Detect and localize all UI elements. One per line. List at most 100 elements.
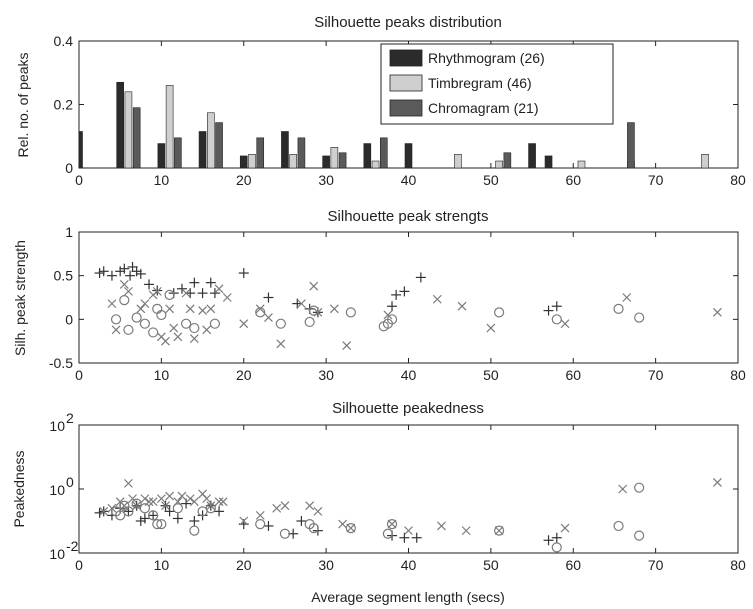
bar — [503, 152, 512, 169]
x-marker — [140, 299, 150, 309]
bar — [239, 155, 248, 169]
x-ticks: 0 10 20 30 40 50 60 70 80 — [75, 232, 746, 383]
circle-marker — [152, 519, 163, 530]
circle-marker — [189, 322, 200, 334]
bar — [454, 154, 462, 169]
y-tick-label: 10 — [49, 482, 65, 498]
x-marker — [156, 332, 166, 342]
x-marker — [255, 304, 265, 314]
circle-marker — [634, 482, 645, 493]
x-marker — [119, 279, 129, 289]
bar — [165, 85, 174, 169]
y-tick-label: 10 — [49, 418, 65, 434]
x-marker — [198, 489, 207, 499]
x-axis-label: Average segment length (secs) — [311, 589, 505, 605]
y-ticks: 0 0.2 0.4 — [54, 33, 738, 176]
x-marker — [305, 501, 315, 511]
y-tick-label: 0 — [65, 160, 73, 176]
x-marker — [296, 299, 306, 309]
bar — [322, 155, 330, 169]
x-marker — [111, 325, 121, 335]
x-marker — [177, 491, 187, 501]
y-tick-label: 1 — [65, 224, 73, 240]
x-marker — [161, 501, 170, 511]
circle-marker — [255, 519, 266, 530]
x-marker — [124, 286, 133, 296]
circle-marker — [131, 312, 142, 323]
x-marker — [202, 325, 212, 335]
x-marker — [136, 304, 146, 314]
x-marker — [276, 339, 286, 349]
x-marker — [115, 497, 125, 507]
x-marker — [222, 293, 232, 302]
x-marker — [486, 323, 496, 333]
bar — [157, 143, 166, 169]
bar — [132, 107, 141, 169]
x-marker — [198, 306, 207, 316]
x-marker — [280, 501, 290, 511]
bar — [206, 112, 215, 169]
bar — [404, 143, 413, 169]
circle-marker — [308, 522, 319, 534]
circle-marker — [123, 506, 134, 517]
scatter-points — [94, 478, 722, 553]
y-tick-exponent: -2 — [66, 538, 79, 554]
x-marker — [206, 501, 216, 511]
bar — [78, 131, 83, 169]
x-marker — [128, 494, 137, 504]
x-tick-label: 0 — [75, 557, 83, 573]
x-tick-label: 70 — [648, 172, 664, 188]
x-marker — [124, 478, 133, 488]
y-tick-label: 0.2 — [54, 97, 74, 113]
circle-marker — [172, 503, 183, 514]
circle-marker — [275, 318, 286, 329]
plot-frame — [78, 231, 739, 364]
bar — [330, 147, 339, 169]
legend-swatch-rhythmogram — [389, 49, 423, 67]
bar — [297, 137, 306, 169]
circle-marker — [551, 542, 562, 553]
circle-marker — [255, 307, 266, 318]
y-tick-label: 0.4 — [54, 33, 74, 49]
circle-marker — [551, 314, 562, 325]
circle-marker — [613, 520, 624, 532]
x-marker — [165, 491, 175, 501]
x-marker — [132, 501, 142, 511]
circle-marker — [494, 525, 505, 536]
legend-swatch-timbregram — [389, 74, 423, 92]
circle-marker — [209, 318, 221, 329]
bar — [528, 143, 536, 169]
x-marker — [432, 294, 442, 304]
circle-marker — [386, 314, 398, 325]
circle-marker — [308, 305, 319, 316]
bar — [701, 154, 709, 169]
bars — [78, 81, 709, 169]
x-marker — [173, 332, 183, 342]
x-marker — [214, 284, 224, 294]
scatter-points — [94, 261, 722, 350]
y-axis-label: Peakedness — [11, 450, 27, 527]
x-marker — [712, 478, 722, 487]
circle-marker — [189, 525, 200, 536]
x-ticks: 0 10 20 30 40 50 60 70 80 — [75, 425, 746, 573]
bar — [338, 152, 347, 169]
y-axis-label: Silh. peak strength — [12, 240, 28, 356]
bar — [281, 131, 289, 169]
y-ticks: -0.5 0 0.5 1 — [49, 224, 738, 371]
x-marker — [99, 506, 109, 516]
bar — [248, 154, 256, 169]
y-axis-label: Rel. no. of peaks — [15, 52, 31, 157]
y-tick-exponent: 0 — [66, 474, 74, 490]
x-tick-label: 40 — [401, 172, 417, 188]
x-tick-label: 80 — [730, 172, 746, 188]
x-marker — [618, 484, 628, 494]
y-tick-exponent: 2 — [66, 410, 74, 426]
x-tick-label: 30 — [318, 367, 334, 383]
x-marker — [181, 288, 191, 298]
bar — [174, 137, 182, 169]
x-tick-label: 50 — [483, 367, 499, 383]
x-tick-label: 20 — [236, 367, 252, 383]
x-marker — [161, 336, 170, 346]
circle-marker — [115, 510, 126, 521]
